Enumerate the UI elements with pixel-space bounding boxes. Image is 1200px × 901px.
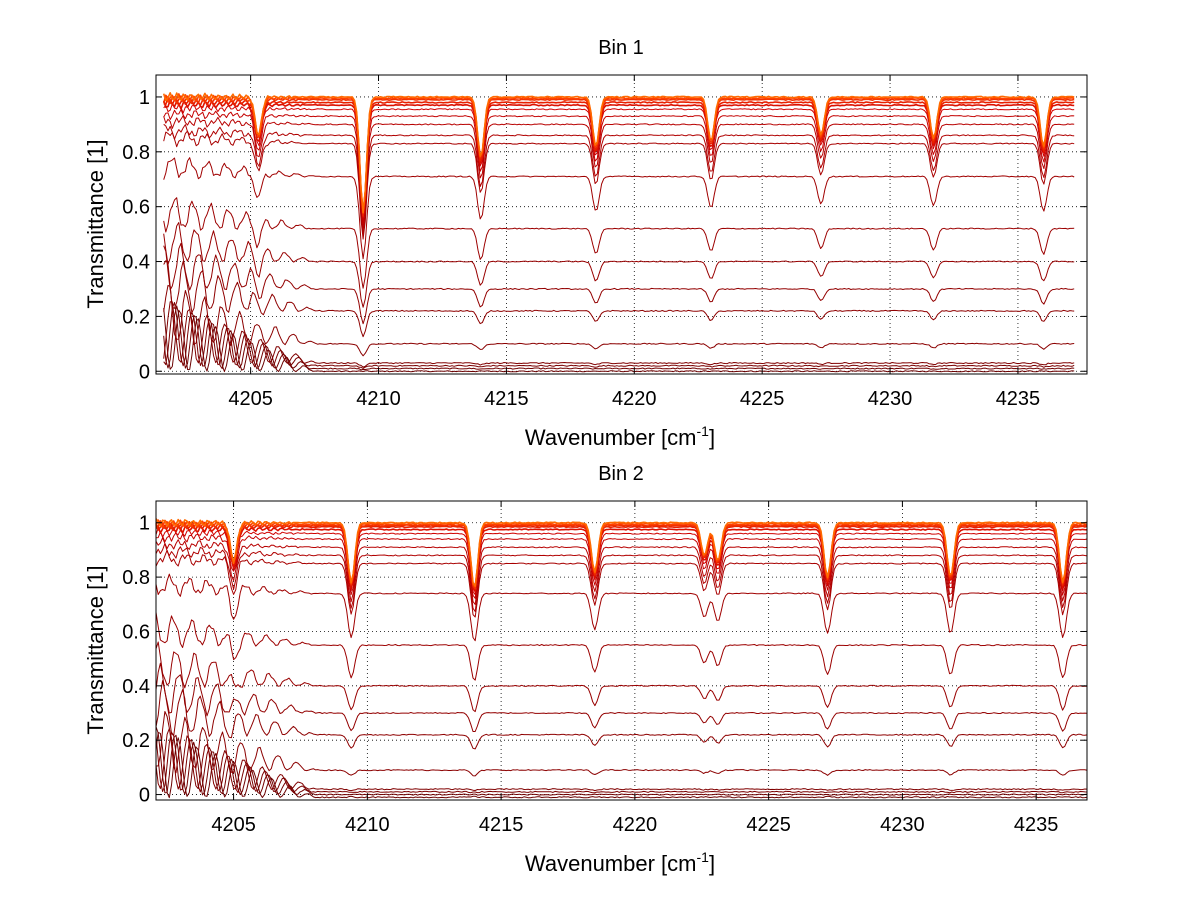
series-group — [155, 518, 1088, 799]
series-line — [163, 222, 1075, 308]
x-axis-label: Wavenumber [cm-1] — [525, 849, 715, 876]
series-line — [162, 92, 1075, 214]
series-line — [155, 711, 1088, 777]
x-tick-label: 4210 — [356, 388, 401, 410]
series-line — [162, 99, 1075, 218]
x-tick-label: 4210 — [345, 814, 390, 836]
x-tick-label: 4235 — [996, 388, 1041, 410]
x-tick-label: 4215 — [484, 388, 529, 410]
series-line — [163, 157, 1075, 260]
series-line — [155, 726, 1088, 796]
series-group — [162, 92, 1075, 373]
series-line — [163, 123, 1075, 235]
x-tick-label: 4220 — [612, 388, 657, 410]
chart-title: Bin 2 — [598, 463, 644, 485]
series-line — [155, 731, 1088, 799]
series-line — [155, 520, 1087, 590]
series-line — [163, 302, 1075, 369]
series-line — [155, 543, 1088, 612]
x-tick-label: 4205 — [228, 388, 273, 410]
series-line — [155, 537, 1088, 605]
y-tick-label: 0.8 — [122, 567, 150, 589]
x-tick-label: 4225 — [740, 388, 785, 410]
panel-bin-2: Bin 2 4205 4210 4215 4220 4225 4230 4235 0 0.2 0.… — [83, 463, 1088, 876]
series-line — [163, 115, 1075, 229]
series-line — [163, 109, 1075, 225]
series-line — [163, 301, 1075, 368]
series-line — [163, 130, 1075, 240]
y-tick-label: 0.4 — [122, 676, 150, 698]
series-line — [155, 573, 1088, 642]
y-tick-label: 0.4 — [122, 252, 150, 274]
x-tick-label: 4215 — [479, 814, 524, 836]
ticks: 4205 4210 4215 4220 4225 4230 4235 0 0.2 0.4 0.6 0.… — [122, 501, 1087, 836]
axes-frame — [155, 500, 1088, 801]
series-line — [155, 527, 1088, 596]
y-tick-label: 0 — [139, 785, 150, 807]
y-tick-label: 0.2 — [122, 730, 150, 752]
y-axis-label: Transmittance [1] — [83, 139, 108, 308]
ticks: 4205 4210 4215 4220 4225 4230 4235 0 0.2 0.4 0.6 0.… — [122, 75, 1087, 410]
x-tick-label: 4225 — [746, 814, 791, 836]
y-tick-label: 0.8 — [122, 142, 150, 164]
series-line — [155, 519, 1088, 588]
series-line — [163, 284, 1075, 357]
series-line — [163, 103, 1075, 220]
series-line — [163, 308, 1075, 373]
y-tick-label: 0.6 — [122, 197, 150, 219]
series-line — [155, 549, 1088, 618]
y-tick-label: 1 — [139, 513, 150, 535]
x-tick-label: 4220 — [613, 814, 658, 836]
x-tick-label: 4230 — [880, 814, 925, 836]
y-tick-label: 0.6 — [122, 621, 150, 643]
series-line — [155, 731, 1088, 794]
series-line — [163, 305, 1075, 371]
series-line — [163, 96, 1075, 217]
y-tick-label: 0.2 — [122, 306, 150, 328]
series-line — [155, 523, 1088, 593]
series-line — [155, 641, 1088, 713]
series-line — [155, 612, 1088, 681]
series-line — [155, 728, 1088, 792]
series-line — [155, 531, 1088, 599]
series-line — [155, 518, 1088, 587]
plot-area — [156, 75, 1087, 374]
x-tick-label: 4205 — [211, 814, 256, 836]
chart-title: Bin 1 — [598, 37, 644, 59]
series-line — [163, 197, 1075, 289]
x-axis-label: Wavenumber [cm-1] — [525, 423, 715, 450]
y-tick-label: 1 — [139, 87, 150, 109]
series-line — [155, 662, 1088, 732]
series-line — [163, 260, 1075, 338]
panel-bin-1: Bin 1 4205 4210 4215 4220 4225 4230 4235 0 0.2 0.… — [83, 37, 1088, 450]
x-tick-label: 4235 — [1014, 814, 1059, 836]
axes-frame — [155, 74, 1088, 375]
y-tick-label: 0 — [139, 361, 150, 383]
series-line — [163, 242, 1075, 325]
plot-area — [156, 501, 1087, 800]
series-line — [155, 680, 1088, 750]
y-axis-label: Transmittance [1] — [83, 565, 108, 734]
x-tick-label: 4230 — [868, 388, 913, 410]
